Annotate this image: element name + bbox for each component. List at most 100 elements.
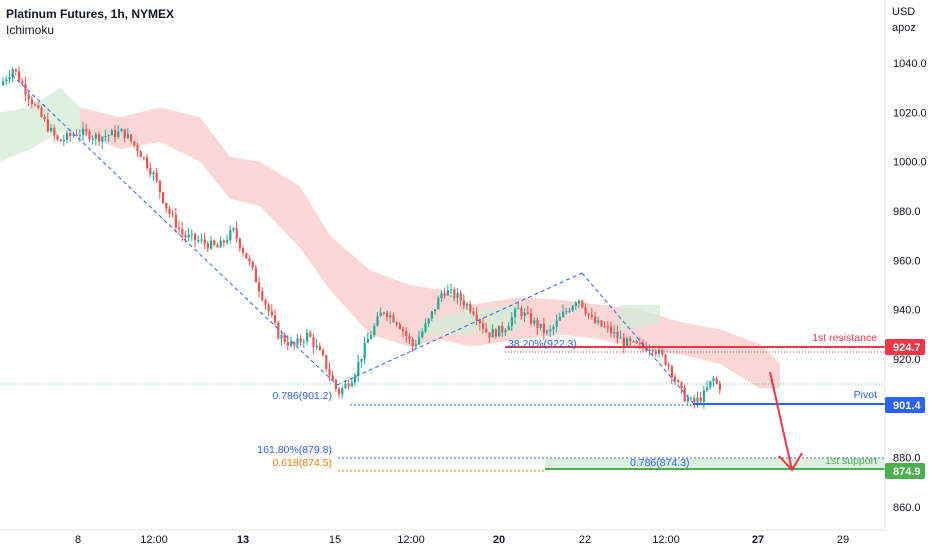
candle-body	[158, 180, 161, 193]
candle-body	[558, 316, 561, 321]
candle-body	[392, 315, 395, 323]
candle-body	[338, 388, 341, 395]
candle-body	[258, 282, 261, 292]
candle-body	[50, 127, 53, 131]
candle-body	[501, 325, 504, 333]
candle-body	[626, 338, 629, 346]
candle-body	[133, 141, 136, 146]
candle-body	[206, 243, 209, 249]
candle-body	[85, 128, 88, 132]
candle-body	[194, 233, 197, 241]
candle-body	[110, 130, 113, 136]
candle-body	[661, 349, 664, 355]
candle-body	[53, 127, 56, 136]
candle-body	[78, 134, 81, 136]
candle-body	[187, 234, 190, 238]
candle-body	[98, 134, 101, 142]
candle-body	[555, 320, 558, 327]
resistance-label: 1st resistance	[812, 332, 877, 344]
candle-body	[75, 134, 78, 136]
indicator-name[interactable]: Ichimoku	[6, 23, 55, 37]
fib-line-down	[11, 74, 338, 386]
candle-body	[514, 309, 517, 318]
ichimoku-cloud	[0, 87, 780, 389]
candle-body	[46, 119, 49, 131]
x-tick-6: 22	[579, 534, 591, 546]
candle-body	[594, 316, 597, 323]
candle-body	[181, 229, 184, 235]
candle-body	[216, 244, 219, 248]
y-tick-3: 920.0	[893, 354, 921, 366]
candle-body	[318, 345, 321, 351]
fib-text-3820: 38.20%(922.3)	[508, 338, 577, 350]
candle-body	[142, 157, 145, 159]
candle-body	[578, 300, 581, 304]
candle-body	[18, 71, 21, 82]
candle-body	[702, 390, 705, 402]
annotations: 1st resistance Pivot 1st support 38.20%(…	[0, 74, 885, 472]
fib-text-0786-b: 0.786(874.3)	[630, 457, 690, 469]
candle-body	[674, 376, 677, 381]
tag-support	[885, 463, 925, 479]
candle-body	[37, 105, 40, 108]
candle-body	[530, 313, 533, 324]
fib-text-0786-a: 0.786(901.2)	[272, 390, 332, 402]
candle-body	[136, 145, 139, 152]
candle-body	[66, 133, 69, 140]
candle-body	[552, 326, 555, 330]
candle-body	[354, 375, 357, 383]
candle-body	[283, 334, 286, 342]
candle-body	[270, 311, 273, 316]
fib-text-0618: 0.618(874.5)	[272, 457, 332, 469]
candle-body	[411, 339, 414, 347]
axis-currency: USD	[892, 6, 915, 18]
candle-body	[296, 338, 299, 345]
candle-body	[408, 335, 411, 340]
cloud-green-2	[420, 304, 520, 335]
candle-body	[549, 329, 552, 331]
candle-body	[315, 345, 318, 347]
candle-body	[603, 326, 606, 328]
candle-body	[331, 375, 334, 380]
candle-body	[363, 342, 366, 359]
candle-body	[565, 311, 568, 313]
candle-body	[232, 228, 235, 230]
candle-body	[56, 135, 59, 140]
candle-body	[146, 157, 149, 168]
tag-pivot	[885, 397, 925, 413]
x-tick-4: 12:00	[397, 534, 425, 546]
cloud-red	[80, 107, 780, 389]
y-tick-8: 1020.0	[893, 107, 927, 119]
y-tick-6: 980.0	[893, 206, 921, 218]
candle-body	[629, 338, 632, 342]
candle-body	[683, 387, 686, 402]
chart-header: Platinum Futures, 1h, NYMEX Ichimoku	[6, 6, 174, 38]
fib-line-down-2	[581, 272, 694, 404]
price-axis[interactable]: USD apoz 860.0880.0900.0920.0940.0960.09…	[884, 0, 927, 530]
axis-unit: apoz	[892, 22, 916, 34]
candle-body	[648, 350, 651, 352]
candle-body	[139, 151, 142, 158]
candle-body	[485, 328, 488, 333]
candle-body	[34, 104, 37, 106]
time-axis[interactable]: 8 12:00 13 15 12:00 20 22 12:00 27 29	[0, 529, 885, 546]
candle-body	[651, 350, 654, 352]
candle-body	[709, 381, 712, 388]
y-tick-7: 1000.0	[893, 157, 927, 169]
candle-body	[507, 326, 510, 331]
candle-body	[539, 323, 542, 329]
x-tick-1: 12:00	[140, 534, 168, 546]
candle-body	[274, 315, 277, 323]
candle-body	[69, 133, 72, 136]
candle-body	[306, 332, 309, 342]
candle-body	[584, 307, 587, 314]
x-tick-2: 13	[237, 534, 249, 546]
candle-body	[715, 378, 718, 384]
candle-body	[488, 332, 491, 338]
candle-body	[264, 300, 267, 305]
candle-body	[667, 364, 670, 367]
cloud-green-3	[620, 304, 660, 330]
candle-body	[325, 355, 328, 369]
candle-body	[574, 303, 577, 307]
